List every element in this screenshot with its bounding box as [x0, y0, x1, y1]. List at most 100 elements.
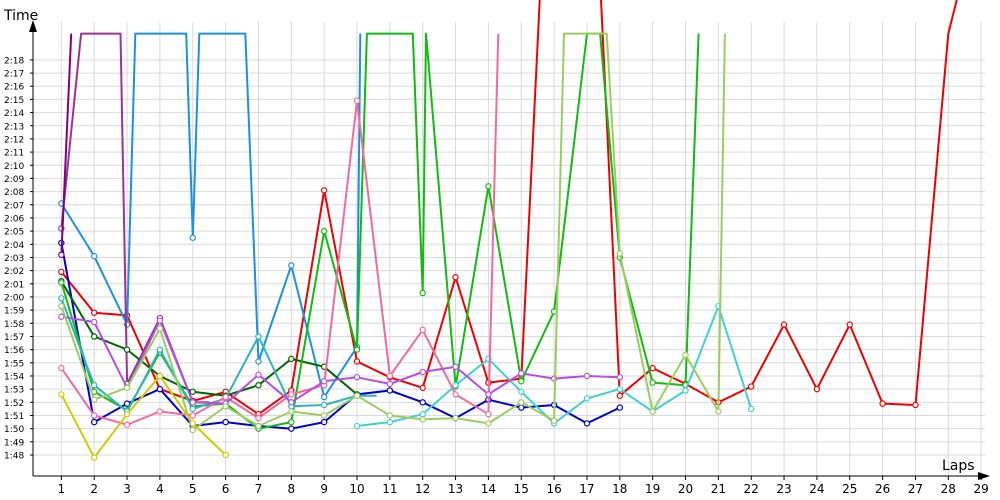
y-tick-label: 2:08 [4, 188, 24, 198]
data-point [123, 346, 131, 353]
series-3 [58, 32, 362, 401]
y-tick-label: 2:00 [4, 293, 24, 303]
series-11 [58, 313, 624, 407]
data-point [550, 417, 558, 424]
y-tick-label: 2:17 [4, 70, 24, 80]
data-point [58, 295, 65, 302]
series-10 [58, 33, 500, 428]
x-tick-label: 16 [546, 482, 561, 496]
data-point [780, 321, 788, 328]
y-axis-title: Time [3, 8, 38, 24]
data-point [58, 364, 65, 372]
data-point [682, 387, 689, 394]
x-tick-label: 23 [776, 482, 791, 496]
data-point [288, 262, 295, 269]
data-point [156, 408, 164, 415]
series-line [60, 280, 358, 397]
data-point [485, 183, 492, 190]
data-point [813, 385, 821, 393]
data-point [288, 391, 295, 398]
y-tick-label: 2:03 [4, 254, 24, 264]
x-tick-label: 11 [382, 482, 397, 496]
y-axis-arrow [29, 20, 37, 32]
data-point [255, 371, 262, 378]
data-point [616, 250, 624, 257]
data-point [912, 401, 919, 409]
y-tick-label: 2:10 [4, 162, 24, 172]
data-point [583, 395, 591, 402]
x-tick-label: 9 [320, 482, 328, 496]
data-point [156, 346, 164, 353]
data-point [90, 454, 98, 461]
data-point [616, 374, 624, 381]
x-tick-label: 8 [287, 482, 295, 496]
y-tick-label: 1:51 [4, 412, 24, 422]
y-tick-label: 2:04 [4, 241, 24, 251]
y-tick-label: 1:56 [4, 346, 24, 356]
data-point [320, 401, 328, 409]
data-point [748, 405, 755, 413]
data-point [419, 399, 426, 406]
data-point [189, 234, 196, 241]
y-tick-label: 1:48 [4, 452, 24, 462]
data-point [156, 385, 164, 393]
data-point [90, 252, 98, 260]
data-point [320, 378, 328, 385]
data-point [386, 387, 394, 394]
data-point [616, 392, 624, 399]
data-point [320, 393, 328, 401]
series-line [60, 33, 73, 255]
data-point [288, 399, 295, 406]
data-point [189, 412, 196, 419]
data-point [518, 404, 525, 411]
y-tick-label: 2:07 [4, 201, 24, 211]
y-tick-label: 1:53 [4, 386, 24, 396]
data-point [419, 416, 426, 423]
data-point [353, 346, 361, 353]
data-point [616, 385, 624, 393]
data-point [485, 391, 492, 398]
data-point [419, 410, 426, 418]
data-point [123, 421, 131, 428]
y-tick-labels: 1:48 1:49 1:50 1:51 1:52 1:53 1:54 1:55 1:56 1:57… [4, 56, 33, 462]
x-tick-label: 5 [189, 482, 197, 496]
x-tick-label: 17 [579, 482, 594, 496]
data-point [90, 412, 98, 419]
y-tick-label: 1:57 [4, 333, 24, 343]
data-point [419, 368, 426, 376]
y-tick-label: 1:50 [4, 425, 24, 435]
x-axis-title: Laps [942, 458, 975, 474]
data-point [58, 302, 65, 310]
data-point [879, 400, 886, 407]
data-point [583, 372, 591, 380]
data-point [255, 381, 262, 389]
series-13 [58, 372, 229, 461]
series-line [60, 242, 621, 430]
data-point [748, 383, 755, 390]
data-point [353, 97, 361, 104]
data-point [288, 418, 295, 426]
data-point [485, 410, 492, 418]
y-tick-label: 2:13 [4, 122, 24, 132]
x-tick-label: 3 [123, 482, 131, 496]
data-point [616, 404, 624, 411]
series-line [61, 315, 620, 405]
data-point [288, 425, 295, 432]
data-point [123, 384, 131, 392]
data-point [353, 392, 361, 399]
data-point [90, 333, 98, 340]
series-1 [58, 0, 958, 418]
y-tick-label: 1:59 [4, 307, 24, 317]
data-point [485, 420, 492, 427]
data-point [518, 399, 525, 406]
data-point [452, 414, 459, 422]
y-tick-label: 2:11 [4, 149, 24, 159]
x-tick-label: 20 [678, 482, 693, 496]
data-point [222, 403, 229, 410]
data-point [255, 333, 262, 340]
data-point [386, 412, 394, 419]
x-tick-label: 29 [974, 482, 989, 496]
y-tick-label: 2:16 [4, 83, 24, 93]
data-point [518, 370, 525, 377]
y-tick-label: 2:15 [4, 96, 24, 106]
